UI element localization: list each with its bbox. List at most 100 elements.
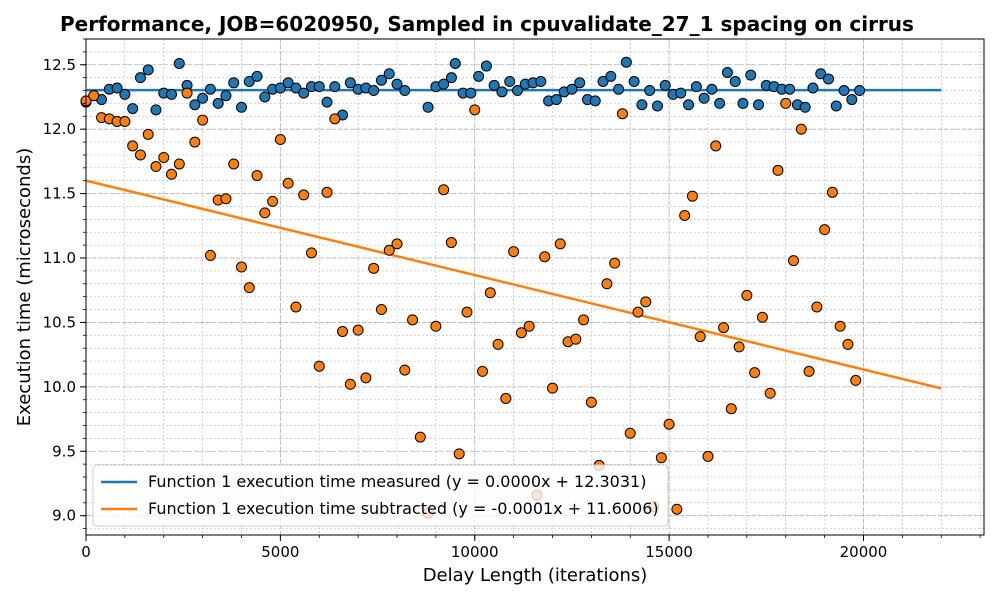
data-point-series-1	[578, 314, 590, 326]
data-point-series-0	[383, 68, 395, 80]
data-point-series-0	[706, 83, 718, 95]
data-point-series-0	[368, 85, 380, 97]
data-point-series-1	[826, 186, 838, 198]
x-tick-label: 15000	[645, 543, 693, 561]
data-point-series-0	[282, 77, 294, 89]
x-tick-label: 5000	[261, 543, 299, 561]
fit-line-1	[85, 179, 942, 390]
data-point-series-0	[119, 88, 131, 100]
data-point-series-1	[601, 278, 613, 290]
data-point-series-0	[243, 76, 255, 88]
data-point-series-1	[88, 90, 100, 102]
data-point-series-1	[780, 97, 792, 109]
data-point-series-1	[251, 170, 263, 182]
y-tick-label: 12.0	[43, 120, 76, 138]
data-point-series-0	[512, 85, 524, 97]
data-point-series-0	[838, 85, 850, 97]
data-point-series-1	[127, 140, 139, 152]
data-point-series-0	[753, 99, 765, 111]
data-point-series-1	[189, 136, 201, 148]
data-point-series-1	[438, 184, 450, 196]
data-point-series-1	[391, 238, 403, 250]
legend-label-measured: Function 1 execution time measured (y = …	[148, 472, 646, 491]
data-point-series-0	[197, 92, 209, 104]
data-point-series-1	[243, 282, 255, 294]
data-point-series-1	[640, 296, 652, 308]
data-point-series-0	[589, 95, 601, 107]
data-point-series-1	[235, 261, 247, 273]
data-point-series-0	[111, 82, 123, 94]
data-point-series-0	[445, 72, 457, 84]
data-point-series-1	[616, 108, 628, 120]
data-point-series-1	[305, 247, 317, 259]
data-point-series-0	[605, 70, 617, 82]
data-point-series-0	[504, 76, 516, 88]
data-point-series-0	[235, 101, 247, 113]
data-point-series-0	[807, 82, 819, 94]
data-point-series-0	[251, 70, 263, 82]
data-point-series-0	[729, 76, 741, 88]
data-point-series-1	[158, 152, 170, 164]
data-point-series-0	[313, 81, 325, 93]
data-point-series-0	[846, 94, 858, 106]
data-point-series-1	[461, 306, 473, 318]
data-point-series-0	[212, 97, 224, 109]
data-point-series-1	[609, 257, 621, 269]
data-point-series-1	[181, 87, 193, 99]
data-point-series-1	[679, 209, 691, 221]
legend-box	[92, 464, 669, 527]
data-point-series-1	[508, 246, 520, 258]
data-point-series-0	[620, 56, 632, 68]
data-point-series-0	[150, 104, 162, 116]
data-point-series-0	[204, 83, 216, 95]
data-point-series-1	[686, 190, 698, 202]
data-point-series-1	[772, 164, 784, 176]
data-point-series-0	[375, 74, 387, 86]
data-point-series-0	[127, 103, 139, 115]
data-point-series-1	[360, 372, 372, 384]
data-point-series-1	[834, 320, 846, 332]
data-point-series-0	[823, 73, 835, 85]
data-point-series-0	[566, 83, 578, 95]
data-point-series-1	[624, 427, 636, 439]
data-point-series-1	[842, 338, 854, 350]
x-tick-label: 0	[81, 543, 91, 561]
data-point-series-1	[445, 237, 457, 249]
data-point-series-1	[150, 161, 162, 173]
data-point-series-1	[220, 193, 232, 205]
data-point-series-1	[523, 320, 535, 332]
data-point-series-1	[795, 123, 807, 135]
data-point-series-1	[453, 448, 465, 460]
data-point-series-0	[220, 90, 232, 102]
data-point-series-1	[632, 306, 644, 318]
x-axis-label: Delay Length (iterations)	[423, 565, 648, 586]
data-point-series-1	[811, 301, 823, 313]
data-point-series-0	[597, 76, 609, 88]
data-point-series-0	[142, 64, 154, 76]
data-point-series-0	[228, 77, 240, 89]
y-tick-label: 9.0	[52, 507, 76, 525]
data-point-series-0	[644, 85, 656, 97]
data-point-series-0	[480, 60, 492, 72]
data-point-series-0	[449, 57, 461, 69]
data-point-series-1	[655, 452, 667, 464]
data-point-series-0	[438, 78, 450, 90]
data-point-series-0	[488, 79, 500, 91]
data-point-series-0	[550, 94, 562, 106]
data-point-series-1	[173, 158, 185, 170]
data-point-series-1	[702, 450, 714, 462]
data-point-series-1	[259, 207, 271, 219]
data-point-series-1	[803, 365, 815, 377]
x-tick-label: 20000	[840, 543, 888, 561]
data-point-series-0	[173, 57, 185, 69]
data-point-series-0	[134, 72, 146, 84]
data-point-series-1	[539, 251, 551, 263]
data-point-series-0	[535, 76, 547, 88]
data-point-series-1	[204, 249, 216, 261]
data-point-series-0	[166, 88, 178, 100]
y-tick-label: 11.0	[43, 249, 76, 267]
data-point-series-1	[741, 289, 753, 301]
data-point-series-1	[733, 341, 745, 353]
data-point-series-0	[259, 91, 271, 103]
